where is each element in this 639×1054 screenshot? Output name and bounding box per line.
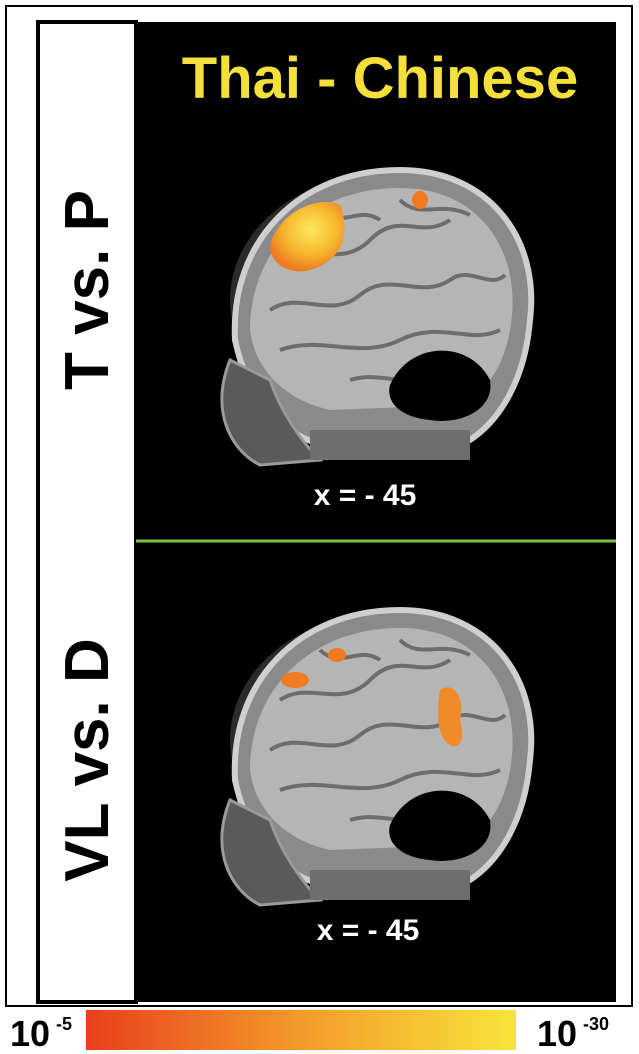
panel-label: VL vs. D (53, 638, 122, 882)
title: Thai - Chinese (182, 46, 578, 111)
colorbar-max-label: 10 -30 (537, 1013, 609, 1054)
slice-coordinate: x = - 45 (317, 914, 420, 947)
exponent: -5 (56, 1014, 72, 1034)
page: Thai - Chinese T vs. P VL vs. D x = - 45… (0, 0, 639, 1054)
exponent: -30 (583, 1014, 609, 1034)
base: 10 (537, 1013, 577, 1054)
slice-coordinate: x = - 45 (314, 479, 417, 512)
colorbar (86, 1010, 516, 1050)
figure: Thai - Chinese T vs. P VL vs. D x = - 45… (0, 0, 639, 1054)
colorbar-min-label: 10 -5 (10, 1013, 72, 1054)
panel-label: T vs. P (53, 190, 122, 390)
base: 10 (10, 1013, 50, 1054)
